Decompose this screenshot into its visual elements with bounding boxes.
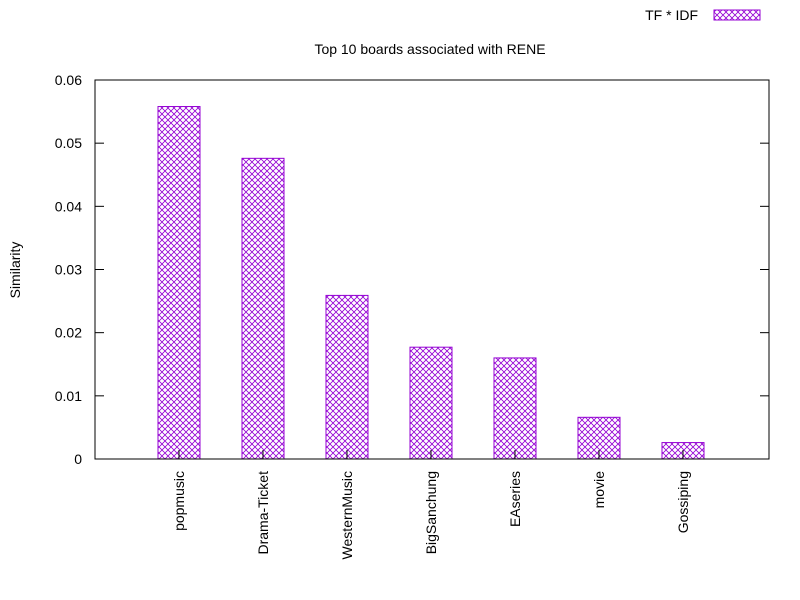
bar-easeries bbox=[493, 357, 537, 460]
x-tick-label: WesternMusic bbox=[339, 471, 355, 559]
y-tick-label: 0.02 bbox=[55, 325, 82, 341]
legend: TF * IDF bbox=[645, 7, 761, 23]
chart-title: Top 10 boards associated with RENE bbox=[314, 41, 545, 57]
x-tick-labels-group: popmusic Drama-Ticket WesternMusic BigSanch… bbox=[171, 450, 691, 559]
bar-drama-ticket bbox=[241, 157, 285, 460]
y-tick-label: 0.05 bbox=[55, 135, 82, 151]
y-tick-label: 0.01 bbox=[55, 388, 82, 404]
bars-group bbox=[157, 106, 705, 460]
y-tick-label: 0.06 bbox=[55, 72, 82, 88]
bar-westernmusic bbox=[325, 294, 369, 460]
bar-popmusic bbox=[157, 106, 201, 460]
legend-label: TF * IDF bbox=[645, 7, 698, 23]
x-tick-label: Drama-Ticket bbox=[255, 471, 271, 555]
y-tick-label: 0.03 bbox=[55, 262, 82, 278]
x-tick-label: EAseries bbox=[507, 471, 523, 527]
y-axis-label: Similarity bbox=[7, 242, 23, 299]
plot-frame bbox=[94, 79, 770, 460]
y-ticks-group: 0 0.01 0.02 0.03 0.04 0.05 0.06 bbox=[55, 72, 769, 467]
y-tick-label: 0.04 bbox=[55, 198, 82, 214]
x-tick-label: movie bbox=[591, 471, 607, 509]
y-tick-label: 0 bbox=[74, 451, 82, 467]
x-tick-label: Gossiping bbox=[675, 471, 691, 533]
bar-bigsanchung bbox=[409, 346, 453, 460]
x-tick-label: popmusic bbox=[171, 471, 187, 531]
legend-swatch bbox=[713, 9, 761, 21]
x-tick-label: BigSanchung bbox=[423, 471, 439, 554]
